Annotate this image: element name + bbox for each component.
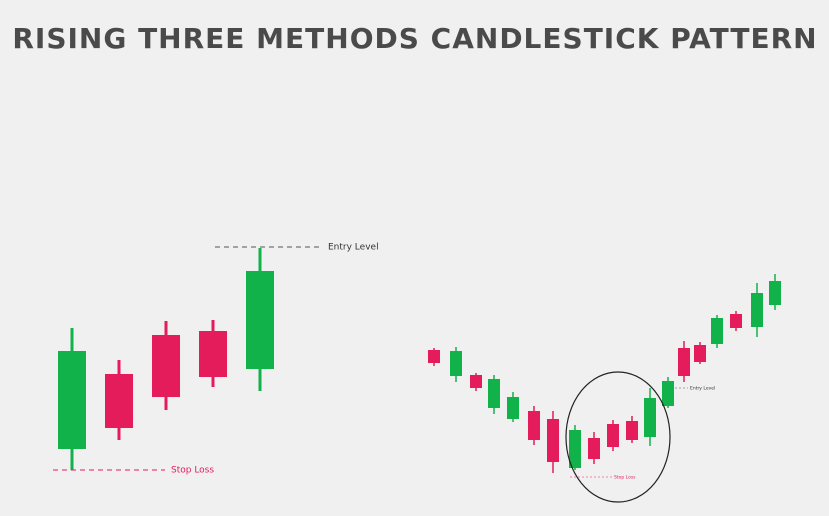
candle-body bbox=[588, 438, 600, 459]
candle-body bbox=[547, 419, 559, 462]
candle bbox=[470, 373, 482, 391]
candle-body bbox=[607, 424, 619, 447]
pattern: Entry Level Stop Loss bbox=[53, 243, 379, 476]
candle bbox=[626, 416, 638, 443]
candle bbox=[607, 420, 619, 451]
candle bbox=[588, 432, 600, 464]
candle bbox=[105, 360, 133, 440]
candle-body bbox=[199, 331, 227, 377]
stop-label: Stop Loss bbox=[614, 475, 636, 481]
stop-label: Stop Loss bbox=[171, 466, 214, 476]
candle-body bbox=[528, 411, 540, 440]
candle bbox=[528, 406, 540, 445]
candle-body bbox=[678, 348, 690, 376]
candle-body bbox=[769, 281, 781, 305]
candle-body bbox=[507, 397, 519, 419]
candle bbox=[662, 377, 674, 408]
entry-label: Entry Level bbox=[690, 386, 715, 392]
candle bbox=[769, 274, 781, 310]
candle bbox=[58, 328, 86, 470]
candle bbox=[450, 347, 462, 382]
candle-body bbox=[751, 293, 763, 327]
candle bbox=[199, 320, 227, 387]
candle bbox=[694, 342, 706, 364]
candle-body bbox=[626, 421, 638, 440]
candle-body bbox=[152, 335, 180, 397]
example: Entry Level Stop Loss bbox=[428, 274, 781, 503]
candle-body bbox=[730, 314, 742, 328]
highlight-ellipse bbox=[565, 371, 671, 503]
candle bbox=[246, 248, 274, 391]
candle-body bbox=[662, 381, 674, 406]
candle bbox=[711, 315, 723, 348]
candle-body bbox=[711, 318, 723, 344]
candle bbox=[547, 411, 559, 473]
candle bbox=[678, 341, 690, 382]
candle-body bbox=[246, 271, 274, 369]
candle bbox=[428, 348, 440, 366]
candle bbox=[488, 375, 500, 414]
candle-body bbox=[569, 430, 581, 468]
entry-label: Entry Level bbox=[328, 243, 379, 253]
candle-body bbox=[428, 350, 440, 363]
candle bbox=[152, 321, 180, 410]
candle-body bbox=[450, 351, 462, 376]
candle-body bbox=[470, 375, 482, 388]
candle bbox=[507, 392, 519, 422]
candle bbox=[730, 311, 742, 331]
title: RISING THREE METHODS CANDLESTICK PATTERN bbox=[12, 22, 817, 55]
candle bbox=[644, 388, 656, 446]
candle-body bbox=[694, 345, 706, 362]
candle-body bbox=[58, 351, 86, 449]
candle-body bbox=[488, 379, 500, 408]
candle bbox=[751, 283, 763, 337]
candle-body bbox=[105, 374, 133, 428]
candle bbox=[569, 425, 581, 470]
candle-body bbox=[644, 398, 656, 437]
